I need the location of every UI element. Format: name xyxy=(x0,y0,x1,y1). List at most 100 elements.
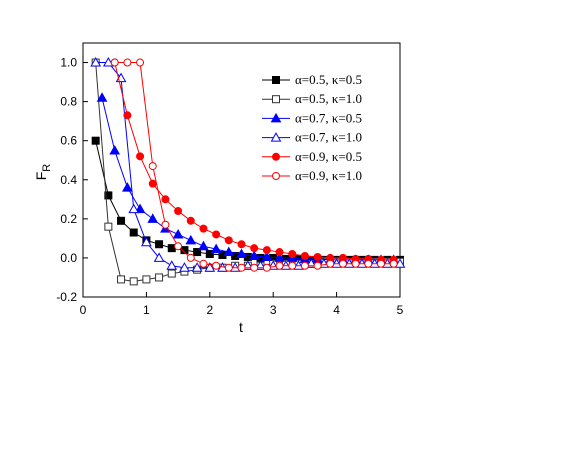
marker xyxy=(96,92,108,102)
marker xyxy=(180,246,189,255)
marker xyxy=(313,252,322,261)
marker xyxy=(117,275,126,284)
y-tick-label: 0.2 xyxy=(60,212,77,226)
marker xyxy=(389,259,398,268)
x-tick-label: 2 xyxy=(206,303,213,317)
marker xyxy=(248,250,260,260)
marker xyxy=(376,259,385,268)
x-tick-label: 5 xyxy=(397,303,404,317)
marker xyxy=(129,228,138,237)
x-tick-label: 4 xyxy=(333,303,340,317)
marker xyxy=(172,228,184,239)
marker xyxy=(191,262,203,272)
marker xyxy=(270,112,282,123)
marker xyxy=(186,253,195,262)
marker xyxy=(174,242,183,251)
marker xyxy=(104,191,113,200)
legend-label: α=0.5, κ=0.5 xyxy=(295,72,362,87)
marker xyxy=(236,248,247,259)
marker xyxy=(300,251,309,260)
y-tick-label: 1.0 xyxy=(60,56,77,70)
marker xyxy=(205,250,214,259)
marker xyxy=(262,246,271,255)
legend-label: α=0.5, κ=1.0 xyxy=(295,91,362,106)
marker xyxy=(136,152,145,161)
marker xyxy=(110,58,119,67)
x-tick-label: 0 xyxy=(80,303,87,317)
marker xyxy=(212,261,221,270)
marker xyxy=(212,230,221,239)
x-tick-label: 1 xyxy=(143,303,150,317)
marker xyxy=(364,259,373,268)
marker xyxy=(117,216,126,225)
marker xyxy=(351,259,360,268)
marker xyxy=(288,261,297,270)
marker xyxy=(128,203,140,214)
marker xyxy=(229,262,241,272)
y-tick-label: 0.6 xyxy=(60,134,77,148)
marker xyxy=(199,259,208,268)
marker xyxy=(275,248,284,257)
marker xyxy=(237,240,246,249)
marker xyxy=(272,76,280,84)
marker xyxy=(155,273,164,282)
y-axis-label: FR xyxy=(33,164,53,181)
marker xyxy=(274,252,285,262)
marker xyxy=(272,95,280,104)
marker xyxy=(185,234,197,245)
marker xyxy=(261,251,273,261)
marker xyxy=(134,203,146,214)
marker xyxy=(153,252,165,262)
marker xyxy=(224,263,233,272)
marker xyxy=(250,263,259,272)
x-axis-label: t xyxy=(239,319,243,335)
legend-label: α=0.7, κ=1.0 xyxy=(295,130,362,145)
marker xyxy=(147,213,159,223)
y-tick-label: 0.0 xyxy=(60,251,77,265)
marker xyxy=(224,236,233,245)
legend-label: α=0.9, κ=1.0 xyxy=(295,168,362,183)
marker xyxy=(275,261,284,270)
x-tick-label: 3 xyxy=(270,303,277,317)
marker xyxy=(270,132,282,142)
marker xyxy=(148,179,157,188)
marker xyxy=(199,224,208,233)
marker xyxy=(272,172,280,180)
y-tick-label: 0.4 xyxy=(60,173,77,187)
marker xyxy=(142,275,151,284)
marker xyxy=(394,258,406,268)
marker xyxy=(136,58,145,67)
y-label-subscript: R xyxy=(41,164,53,172)
marker xyxy=(338,259,347,268)
marker xyxy=(262,263,271,272)
marker xyxy=(161,195,170,204)
marker xyxy=(272,152,280,161)
marker xyxy=(109,144,121,155)
marker xyxy=(148,162,157,171)
y-tick-label: 0.8 xyxy=(60,95,77,109)
marker xyxy=(123,111,132,120)
marker xyxy=(280,260,292,270)
marker xyxy=(174,207,183,216)
marker xyxy=(293,260,304,270)
marker xyxy=(237,263,246,272)
marker xyxy=(91,136,100,145)
marker xyxy=(204,262,216,272)
plot-frame xyxy=(82,42,401,298)
legend-label: α=0.7, κ=0.5 xyxy=(295,110,362,125)
marker xyxy=(223,246,235,257)
marker xyxy=(167,269,176,278)
marker xyxy=(166,260,178,270)
marker xyxy=(123,58,132,67)
marker xyxy=(250,244,259,253)
marker xyxy=(179,262,190,272)
marker xyxy=(288,250,297,259)
marker xyxy=(90,57,102,67)
marker xyxy=(103,57,114,67)
marker xyxy=(186,216,195,225)
marker xyxy=(141,236,152,247)
marker xyxy=(193,248,202,257)
marker xyxy=(210,243,222,254)
marker xyxy=(122,182,133,192)
